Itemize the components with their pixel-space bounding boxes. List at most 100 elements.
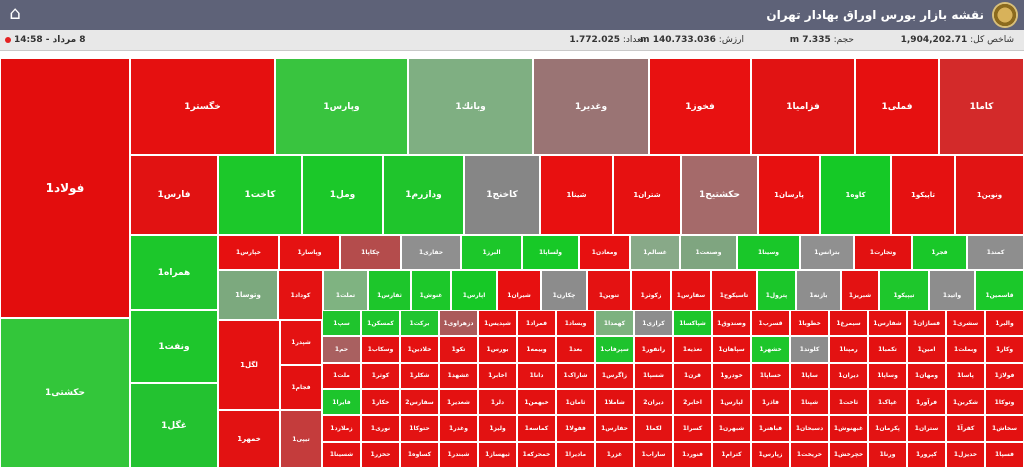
treemap-tile[interactable]: حکشتی1 [0, 318, 130, 468]
treemap-tile[interactable]: پکرمان1 [868, 415, 907, 442]
treemap-tile[interactable]: کرازی1 [634, 310, 673, 337]
treemap-tile[interactable]: فایرا1 [322, 389, 361, 416]
treemap-tile[interactable]: تاپیکو1 [891, 155, 955, 235]
treemap-tile[interactable]: وسینا1 [737, 235, 800, 270]
treemap-tile[interactable]: وغدیر1 [533, 58, 649, 155]
treemap-tile[interactable]: فسازان1 [907, 310, 946, 337]
treemap-tile[interactable]: کلوند1 [790, 336, 829, 363]
treemap-tile[interactable]: فخوز1 [649, 58, 751, 155]
treemap-tile[interactable]: غبهنوش1 [829, 415, 868, 442]
treemap-tile[interactable]: سپرفاب1 [595, 336, 634, 363]
treemap-tile[interactable]: کوداد1 [278, 270, 323, 320]
treemap-tile[interactable]: فولاد1 [0, 58, 130, 318]
treemap-tile[interactable]: ودازرم1 [383, 155, 464, 235]
treemap-tile[interactable]: کوثر1 [361, 362, 400, 389]
treemap-tile[interactable]: دانا1 [517, 362, 556, 389]
treemap-tile[interactable]: کهمدا1 [595, 310, 634, 337]
treemap-tile[interactable]: البرز1 [461, 235, 522, 270]
treemap-tile[interactable]: ساپا1 [790, 362, 829, 389]
treemap-tile[interactable]: شسپا1 [634, 362, 673, 389]
treemap-tile[interactable]: فمراد1 [517, 310, 556, 337]
treemap-tile[interactable]: ولساپا1 [522, 235, 579, 270]
treemap-tile[interactable]: وکار1 [985, 336, 1024, 363]
treemap-tile[interactable]: کمند1 [967, 235, 1024, 270]
treemap-tile[interactable]: اخابر1 [478, 362, 517, 389]
treemap-tile[interactable]: فاذر1 [751, 389, 790, 416]
treemap-tile[interactable]: فارس1 [130, 155, 218, 235]
treemap-tile[interactable]: شاراک1 [556, 362, 595, 389]
treemap-tile[interactable]: کساوه1 [400, 441, 439, 468]
treemap-tile[interactable]: ومل1 [302, 155, 383, 235]
treemap-tile[interactable]: کسرا1 [673, 415, 712, 442]
treemap-tile[interactable]: فجام1 [280, 365, 322, 410]
treemap-tile[interactable]: شاملا1 [595, 389, 634, 416]
treemap-tile[interactable]: فرآور1 [907, 389, 946, 416]
treemap-tile[interactable]: وتوکا1 [985, 389, 1024, 416]
treemap-tile[interactable]: شپنا1 [790, 389, 829, 416]
treemap-tile[interactable]: مادیرا1 [556, 441, 595, 468]
treemap-tile[interactable]: سیمرغ1 [829, 310, 868, 337]
treemap-tile[interactable]: غشهد1 [439, 362, 478, 389]
treemap-tile[interactable]: شکلر1 [400, 362, 439, 389]
treemap-tile[interactable]: خشهر1 [751, 336, 790, 363]
treemap-tile[interactable]: لپارس1 [712, 389, 751, 416]
treemap-tile[interactable]: دسبحان1 [790, 415, 829, 442]
treemap-tile[interactable]: بغد1 [556, 336, 595, 363]
treemap-tile[interactable]: دلر1 [478, 389, 517, 416]
treemap-tile[interactable]: شفارس1 [868, 310, 907, 337]
treemap-tile[interactable]: وسکاب1 [361, 336, 400, 363]
treemap-tile[interactable]: والبر1 [985, 310, 1024, 337]
treemap-tile[interactable]: خمهر1 [218, 410, 280, 468]
treemap-tile[interactable]: خبهمن1 [517, 389, 556, 416]
treemap-tile[interactable]: غگل1 [130, 383, 218, 468]
treemap-tile[interactable]: کاخنج1 [464, 155, 540, 235]
treemap-tile[interactable]: کپرور1 [907, 441, 946, 468]
treemap-tile[interactable]: ثبهساز1 [478, 441, 517, 468]
treemap-tile[interactable]: سپاهان1 [712, 336, 751, 363]
treemap-tile[interactable]: شپدر1 [280, 320, 322, 365]
treemap-tile[interactable]: ثاخت1 [829, 389, 868, 416]
treemap-tile[interactable]: لگل1 [218, 320, 280, 410]
treemap-tile[interactable]: قرن1 [673, 362, 712, 389]
treemap-tile[interactable]: خلادین1 [400, 336, 439, 363]
treemap-tile[interactable]: همراه1 [130, 235, 218, 310]
treemap-tile[interactable]: وغدر1 [439, 415, 478, 442]
treemap-tile[interactable]: غسالم1 [630, 235, 680, 270]
treemap-tile[interactable]: رمپنا1 [829, 336, 868, 363]
treemap-tile[interactable]: فملی1 [855, 58, 939, 155]
treemap-tile[interactable]: دیران2 [634, 389, 673, 416]
treemap-tile[interactable]: تکمبا1 [868, 336, 907, 363]
treemap-tile[interactable]: کماسه1 [517, 415, 556, 442]
treemap-tile[interactable]: وپاسار1 [279, 235, 340, 270]
treemap-tile[interactable]: شغدیر1 [439, 389, 478, 416]
treemap-tile[interactable]: سشری1 [946, 310, 985, 337]
treemap-tile[interactable]: برکت1 [400, 310, 439, 337]
treemap-tile[interactable]: فزامیا1 [751, 58, 855, 155]
treemap-tile[interactable]: ولیز1 [478, 415, 517, 442]
treemap-tile[interactable]: چکاپا1 [340, 235, 401, 270]
treemap-tile[interactable]: ستران1 [907, 415, 946, 442]
treemap-tile[interactable]: وتجارت1 [854, 235, 912, 270]
treemap-tile[interactable]: سخاش1 [985, 415, 1024, 442]
treemap-tile[interactable]: کمسکن1 [361, 310, 400, 337]
treemap-tile[interactable]: پاسا1 [946, 362, 985, 389]
treemap-tile[interactable]: لکما1 [634, 415, 673, 442]
treemap-tile[interactable]: شینا1 [540, 155, 613, 235]
treemap-tile[interactable]: وبیمه1 [517, 336, 556, 363]
treemap-tile[interactable]: فسپا1 [985, 441, 1024, 468]
treemap-tile[interactable]: وپارس1 [275, 58, 408, 155]
treemap-tile[interactable]: شپدیس1 [478, 310, 517, 337]
treemap-tile[interactable]: زپارس1 [751, 441, 790, 468]
treemap-tile[interactable]: دیران1 [829, 362, 868, 389]
treemap-tile[interactable]: غزر1 [595, 441, 634, 468]
treemap-tile[interactable]: خگستر1 [130, 58, 275, 155]
treemap-tile[interactable]: وساپا1 [868, 362, 907, 389]
treemap-tile[interactable]: کاخت1 [218, 155, 302, 235]
treemap-tile[interactable]: حفاری1 [401, 235, 461, 270]
treemap-tile[interactable]: وصندوق1 [712, 310, 751, 337]
treemap-tile[interactable]: شتران1 [613, 155, 681, 235]
treemap-tile[interactable]: وبساد1 [556, 310, 595, 337]
treemap-tile[interactable]: بورس1 [478, 336, 517, 363]
treemap-tile[interactable]: حفارس1 [595, 415, 634, 442]
treemap-tile[interactable]: ونفت1 [130, 310, 218, 383]
